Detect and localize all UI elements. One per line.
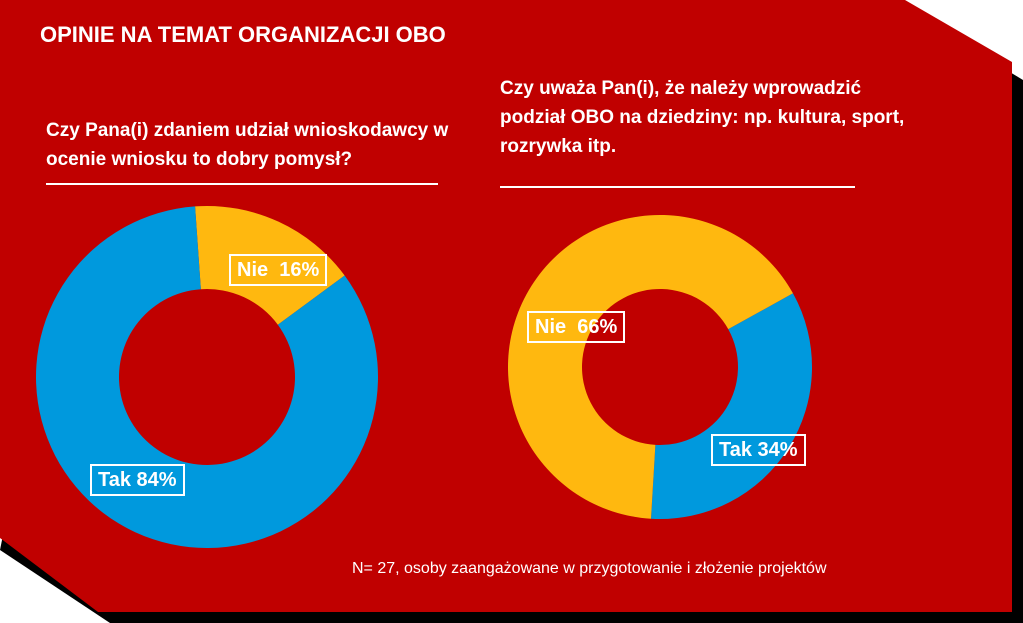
chart-2-question: Czy uważa Pan(i), że należy wprowadzić p…	[500, 78, 905, 157]
chart-2-slice-tak	[650, 293, 812, 519]
page-title: OPINIE NA TEMAT ORGANIZACJI OBO	[40, 22, 446, 47]
donut-chart-2	[508, 215, 812, 519]
sample-note: N= 27, osoby zaangażowane w przygotowani…	[352, 560, 827, 577]
chart-1-slice-tak	[36, 206, 379, 548]
chart-1-label-tak: Tak 84%	[90, 464, 185, 496]
chart-2-label-tak: Tak 34%	[711, 434, 806, 466]
chart-2-divider	[500, 186, 855, 188]
chart-2-slice-nie	[508, 215, 793, 519]
chart-1-divider	[46, 183, 438, 185]
donut-chart-1	[36, 206, 379, 548]
chart-2-label-nie: Nie 66%	[527, 311, 626, 343]
chart-1-question: Czy Pana(i) zdaniem udział wnioskodawcy …	[46, 120, 449, 170]
chart-1-slice-nie	[195, 206, 345, 325]
chart-1-label-nie: Nie 16%	[229, 254, 328, 286]
